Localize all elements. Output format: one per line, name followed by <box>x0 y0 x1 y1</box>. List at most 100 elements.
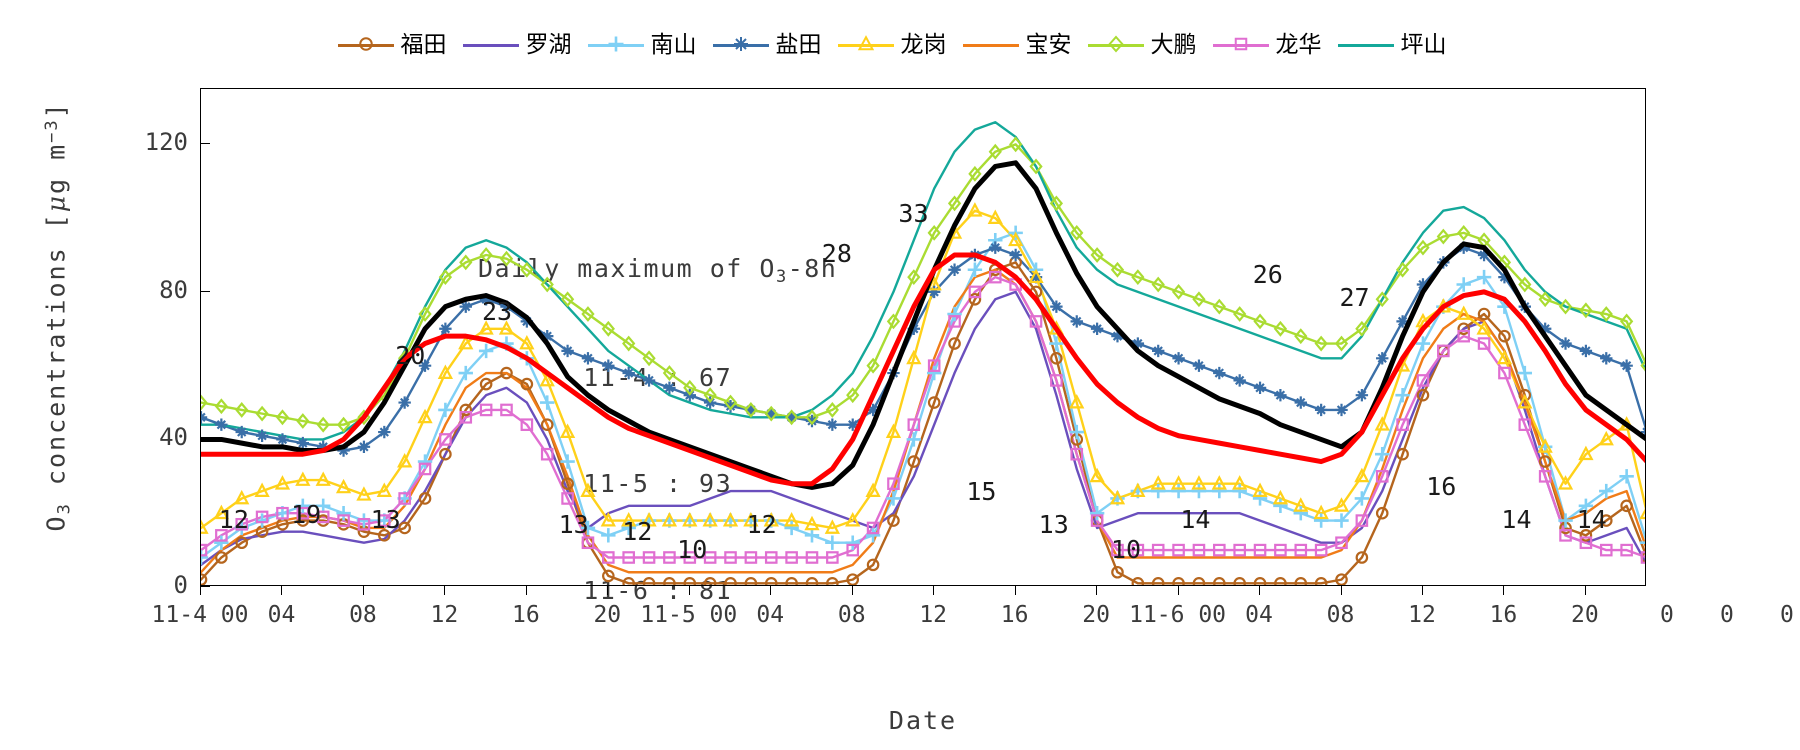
point-label-14: 10 <box>1110 535 1142 565</box>
x-tick-label: 11-4 00 <box>151 602 249 628</box>
x-tick-label: 12 <box>919 602 948 628</box>
point-label-13: 13 <box>1038 510 1069 540</box>
legend-item-4[interactable]: 盐田 <box>712 32 822 58</box>
series-markers-1 <box>201 256 1645 585</box>
point-label-11: 33 <box>898 198 929 228</box>
y-tick-mark <box>200 290 210 292</box>
point-label-9: 12 <box>746 510 777 540</box>
x-tick-mark <box>1096 586 1098 595</box>
series-markers-7 <box>201 136 1645 433</box>
y-tick-mark <box>200 143 210 145</box>
legend-label-4: 盐田 <box>775 32 822 58</box>
series-markers-8 <box>201 270 1645 564</box>
series-markers-5 <box>201 202 1645 534</box>
x-tick-label: 16 <box>511 602 540 628</box>
x-tick-mark <box>1014 586 1016 595</box>
legend-marker-triangle-icon <box>856 34 876 58</box>
point-label-6: 13 <box>558 510 589 540</box>
x-tick-label: 04 <box>1245 602 1273 628</box>
x-tick-mark <box>444 586 446 595</box>
x-tick-label: 20 <box>1082 602 1110 628</box>
legend-swatch-plus-icon <box>587 34 644 58</box>
legend-swatch-none-icon <box>1337 37 1394 55</box>
series-markers-4 <box>201 241 1645 457</box>
legend-item-2[interactable]: 罗湖 <box>462 32 572 58</box>
x-tick-label: 04 <box>756 602 785 628</box>
annotation-row: 11-5 : 93 <box>583 469 733 499</box>
legend-marker-plus-icon <box>606 34 626 58</box>
point-label-12: 15 <box>966 477 997 507</box>
point-label-5: 23 <box>481 297 513 327</box>
legend-marker-diamond-icon <box>1106 34 1126 58</box>
clipped-tick-label-3: 0 <box>1780 602 1794 628</box>
legend-marker-square-icon <box>1231 34 1251 58</box>
series-line-5 <box>201 209 1645 530</box>
x-tick-mark <box>525 586 527 595</box>
y-tick-mark <box>200 438 210 440</box>
x-tick-label: 08 <box>349 602 377 628</box>
x-tick-mark <box>1503 586 1505 595</box>
x-tick-mark <box>1584 586 1586 595</box>
annotation-title: Daily maximum of O3-8h <box>478 254 838 287</box>
point-label-1: 12 <box>218 505 249 535</box>
legend-label-8: 龙华 <box>1275 32 1322 58</box>
city-average-line <box>201 252 1645 487</box>
legend-swatch-none-icon <box>462 37 519 55</box>
clipped-tick-label-1: 0 <box>1660 602 1674 628</box>
legend-label-9: 坪山 <box>1400 32 1447 58</box>
point-label-16: 26 <box>1252 259 1283 289</box>
legend-item-1[interactable]: 福田 <box>337 32 447 58</box>
x-tick-label: 04 <box>267 602 296 628</box>
x-tick-mark <box>1177 586 1179 595</box>
x-tick-mark <box>770 586 772 595</box>
series-canvas <box>201 121 1645 585</box>
legend-label-2: 罗湖 <box>525 32 572 58</box>
x-tick-label: 20 <box>1571 602 1599 628</box>
y-tick-label: 80 <box>159 275 188 304</box>
point-label-3: 13 <box>370 505 401 535</box>
point-label-2: 19 <box>291 500 322 530</box>
y-tick-label: 120 <box>144 128 188 157</box>
x-tick-mark <box>281 586 283 595</box>
point-label-20: 14 <box>1576 505 1607 535</box>
x-tick-label: 12 <box>1408 602 1436 628</box>
clipped-tick-label-2: 0 <box>1720 602 1734 628</box>
point-label-18: 16 <box>1426 472 1457 502</box>
daily-max-annotation: Daily maximum of O3-8h 11-4 : 67 11-5 : … <box>478 180 837 679</box>
x-tick-mark <box>688 586 690 595</box>
y-axis-label: O3 concentrations [μg m−3] <box>41 101 75 532</box>
x-axis-label: Date <box>888 706 958 735</box>
legend-label-1: 福田 <box>400 32 447 58</box>
legend-item-9[interactable]: 坪山 <box>1337 32 1447 58</box>
point-label-19: 14 <box>1501 505 1532 535</box>
x-tick-mark <box>607 586 609 595</box>
y-tick-label: 0 <box>173 571 188 599</box>
x-tick-label: 08 <box>1326 602 1355 628</box>
y-tick-mark <box>200 586 210 587</box>
legend-label-5: 龙岗 <box>900 32 947 58</box>
x-tick-mark <box>200 586 201 595</box>
x-tick-mark <box>362 586 364 595</box>
series-line-3 <box>201 231 1645 559</box>
legend-item-5[interactable]: 龙岗 <box>837 32 947 58</box>
legend-item-6[interactable]: 宝安 <box>962 34 1072 57</box>
legend-item-7[interactable]: 大鹏 <box>1087 32 1197 58</box>
chart-legend: 福田 罗湖 南山 盐田 龙岗 宝安 大鹏 龙华 坪山 <box>0 34 1800 57</box>
legend-swatch-triangle-icon <box>837 34 894 58</box>
legend-item-3[interactable]: 南山 <box>587 34 697 58</box>
point-label-4: 20 <box>395 340 426 370</box>
legend-item-8[interactable]: 龙华 <box>1212 32 1322 58</box>
point-label-10: 28 <box>821 238 852 268</box>
x-tick-mark <box>1340 586 1342 595</box>
legend-swatch-square-icon <box>1212 34 1269 58</box>
legend-marker-star-icon <box>731 34 751 58</box>
annotation-row: 11-6 : 81 <box>583 575 733 605</box>
legend-swatch-diamond-icon <box>1087 34 1144 58</box>
plot-area <box>200 88 1646 586</box>
point-label-7: 12 <box>622 517 653 547</box>
legend-label-7: 大鹏 <box>1150 32 1197 58</box>
x-tick-mark <box>1421 586 1423 595</box>
series-line-6 <box>201 268 1645 574</box>
x-tick-label: 12 <box>430 602 459 628</box>
